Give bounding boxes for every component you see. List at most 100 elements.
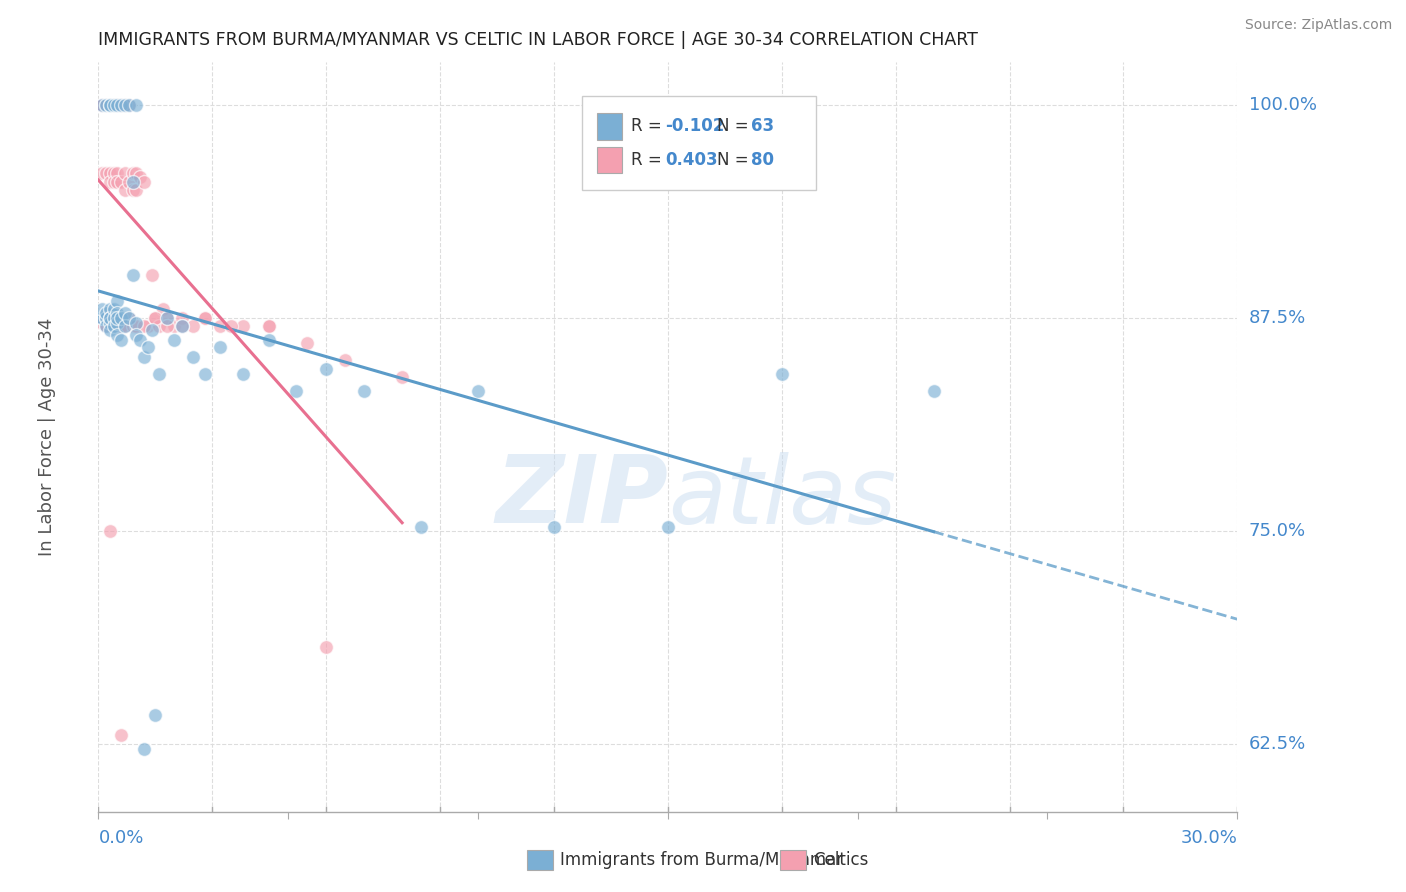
Point [98,98,121,112]
Point [110,98,132,112]
Point [315,640,337,654]
Point [259,333,281,347]
Bar [598,113,623,140]
Point [91,98,114,112]
Point [110,319,132,334]
Point [922,384,945,398]
Point [194,367,217,381]
Text: 80: 80 [751,151,773,169]
Point [284,384,307,398]
Point [259,319,281,334]
Point [156,319,179,334]
Point [121,175,143,189]
Point [91,310,114,325]
Point [208,319,231,334]
Text: R =: R = [631,117,668,135]
Point [94,306,117,320]
Point [98,310,121,325]
Point [170,310,193,325]
Text: 0.403: 0.403 [665,151,718,169]
Point [411,520,433,534]
Point [107,316,129,330]
Point [156,310,179,325]
Point [118,310,141,325]
Text: 87.5%: 87.5% [1249,309,1306,326]
Point [103,98,125,112]
Point [145,310,167,325]
Point [183,319,205,334]
Point [107,175,129,189]
Point [132,319,155,334]
Point [110,728,132,742]
Point [770,367,793,381]
Point [94,98,117,112]
Text: R =: R = [631,151,668,169]
Point [297,336,319,351]
Point [156,310,179,325]
Point [94,166,117,180]
Point [121,166,143,180]
Text: Immigrants from Burma/Myanmar: Immigrants from Burma/Myanmar [560,851,842,869]
Point [183,350,205,364]
Point [121,268,143,283]
Point [110,98,132,112]
Point [148,319,170,334]
Point [132,175,155,189]
Point [152,302,174,317]
Point [94,98,117,112]
Point [353,384,375,398]
Point [98,166,121,180]
Point [136,319,159,334]
Point [170,319,193,334]
Point [98,302,121,317]
Point [141,323,163,337]
Text: 100.0%: 100.0% [1249,96,1316,114]
Point [129,169,152,184]
Point [118,98,141,112]
Point [98,98,121,112]
Text: -0.102: -0.102 [665,117,725,135]
Point [98,323,121,337]
Point [118,175,141,189]
Point [91,98,114,112]
Point [98,524,121,538]
Text: Source: ZipAtlas.com: Source: ZipAtlas.com [1244,18,1392,32]
Point [194,310,217,325]
Text: IMMIGRANTS FROM BURMA/MYANMAR VS CELTIC IN LABOR FORCE | AGE 30-34 CORRELATION C: IMMIGRANTS FROM BURMA/MYANMAR VS CELTIC … [98,31,979,49]
Point [94,98,117,112]
Point [94,98,117,112]
Point [391,370,413,384]
Point [98,310,121,325]
Point [103,316,125,330]
Point [94,98,117,112]
Text: atlas: atlas [668,451,896,542]
Point [107,98,129,112]
Point [114,183,136,197]
Point [103,310,125,325]
Point [94,98,117,112]
Point [110,175,132,189]
Point [125,319,148,334]
Point [136,340,159,354]
Point [98,98,121,112]
Point [315,362,337,376]
Point [110,310,132,325]
Point [145,707,167,722]
Point [118,310,141,325]
Point [232,319,254,334]
Text: 0.0%: 0.0% [98,829,143,847]
Point [114,98,136,112]
Point [98,316,121,330]
Point [194,310,217,325]
Point [110,333,132,347]
Point [103,166,125,180]
Point [107,306,129,320]
Point [107,166,129,180]
Point [121,319,143,334]
Bar [598,147,623,173]
Point [103,98,125,112]
Point [103,175,125,189]
Point [98,98,121,112]
Point [91,302,114,317]
Point [103,98,125,112]
